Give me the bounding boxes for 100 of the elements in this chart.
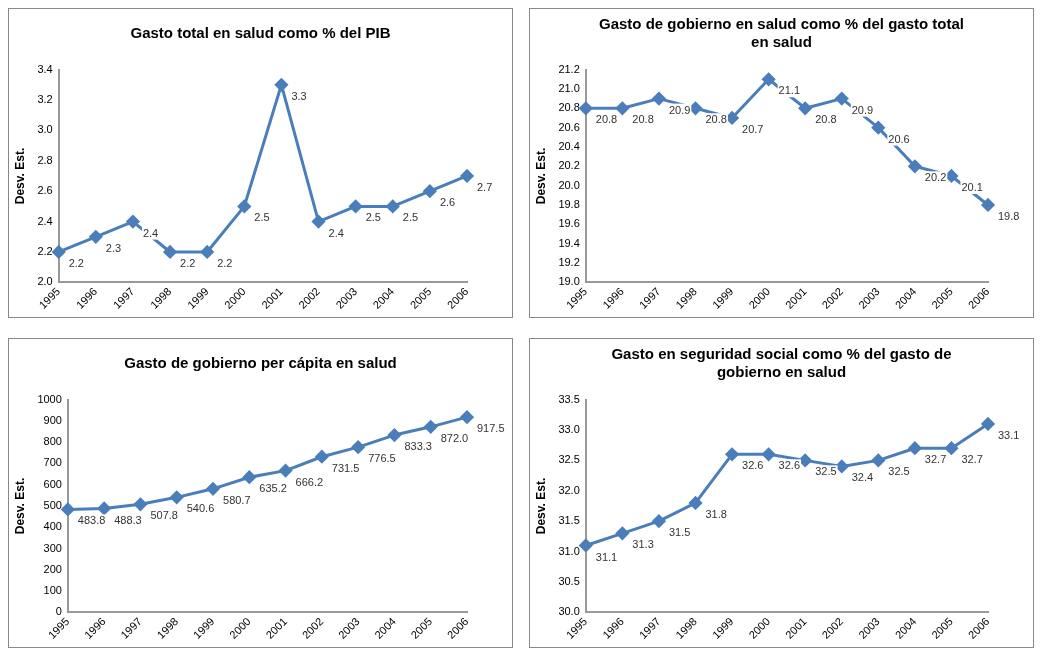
data-label: 19.8 (998, 210, 1020, 223)
data-label: 32.5 (815, 465, 837, 478)
data-label: 2.2 (68, 257, 84, 269)
point (908, 159, 922, 173)
data-label: 2.5 (402, 211, 419, 224)
point (725, 447, 739, 461)
y-tick-label: 32.0 (558, 483, 580, 496)
chart-title: Gasto de gobierno en salud como % del gasto total en salud (597, 15, 965, 51)
y-tick-label: 2.2 (37, 245, 53, 257)
point (981, 198, 995, 212)
y-tick-label: 3.4 (37, 62, 53, 75)
data-label: 20.9 (668, 103, 691, 116)
y-tick-label: 20.2 (558, 159, 580, 172)
point (725, 111, 739, 125)
data-label: 20.8 (705, 113, 727, 126)
point (312, 215, 326, 229)
y-tick-label: 19.0 (558, 275, 580, 288)
point (163, 245, 177, 259)
data-label: 2.4 (142, 226, 159, 239)
point (871, 121, 885, 135)
y-tick-label: 800 (43, 435, 62, 448)
data-label: 2.7 (477, 181, 493, 194)
data-label: 20.6 (888, 132, 910, 145)
y-tick-label: 300 (43, 541, 62, 554)
y-tick-label: 33.0 (558, 423, 580, 436)
y-tick-label: 21.0 (558, 81, 580, 94)
chart-title: Gasto en seguridad social como % del gasto de gobierno en salud (610, 345, 953, 381)
data-label: 32.5 (888, 465, 910, 478)
point (351, 440, 365, 454)
point (689, 496, 702, 510)
y-tick-label: 19.6 (558, 217, 580, 230)
y-tick-label: 2.0 (37, 275, 53, 288)
y-tick-label: 31.5 (558, 514, 580, 527)
y-tick-label: 700 (43, 456, 62, 469)
point (689, 101, 702, 115)
point (170, 490, 184, 504)
y-axis-title: Desv. Est. (12, 147, 27, 205)
point (835, 459, 849, 473)
y-axis-title: Desv. Est. (533, 147, 548, 205)
point (315, 450, 329, 464)
point (908, 441, 922, 455)
data-label: 20.1 (961, 181, 983, 194)
point (206, 482, 220, 496)
point (349, 199, 363, 213)
data-label: 2.5 (254, 211, 270, 224)
data-label: 20.7 (742, 122, 764, 135)
point (52, 245, 66, 259)
point (242, 470, 256, 484)
data-label: 2.4 (328, 226, 344, 239)
data-label: 20.8 (595, 113, 618, 126)
data-label: 580.7 (223, 493, 251, 506)
point (97, 501, 111, 515)
y-tick-label: 400 (43, 520, 62, 533)
y-tick-label: 2.8 (37, 153, 53, 166)
data-label: 31.8 (705, 507, 727, 520)
data-label: 21.1 (778, 84, 801, 97)
point (762, 72, 776, 86)
point (835, 92, 849, 106)
point (126, 215, 140, 229)
point (798, 101, 812, 115)
data-label: 776.5 (368, 452, 396, 465)
data-label: 32.6 (742, 459, 764, 472)
data-label: 635.2 (259, 482, 287, 495)
y-tick-label: 21.2 (558, 62, 580, 75)
y-tick-label: 2.4 (37, 214, 53, 227)
y-axis-title: Desv. Est. (12, 477, 27, 535)
data-label: 31.3 (632, 538, 654, 551)
data-label: 3.3 (291, 89, 307, 102)
y-tick-label: 20.0 (558, 178, 580, 191)
y-tick-label: 33.5 (558, 392, 580, 405)
point (798, 453, 812, 467)
point (652, 514, 666, 528)
data-label: 32.7 (961, 453, 983, 466)
data-label: 507.8 (150, 509, 178, 522)
y-tick-label: 200 (43, 562, 62, 575)
point (460, 169, 474, 183)
data-label: 20.8 (632, 113, 654, 126)
y-tick-label: 19.4 (558, 236, 580, 249)
y-tick-label: 900 (43, 413, 62, 426)
point (237, 199, 251, 213)
y-tick-label: 2.6 (37, 184, 53, 197)
point (200, 245, 214, 259)
data-label: 32.6 (778, 459, 801, 472)
data-label: 31.5 (668, 526, 691, 539)
y-tick-label: 30.5 (558, 575, 580, 587)
data-label: 20.9 (851, 103, 874, 116)
y-tick-label: 30.0 (558, 605, 580, 618)
point (424, 420, 438, 434)
y-tick-label: 3.2 (37, 93, 53, 106)
y-tick-label: 32.5 (558, 453, 580, 466)
data-label: 32.7 (924, 453, 947, 466)
data-label: 917.5 (477, 422, 505, 435)
y-tick-label: 19.2 (558, 256, 580, 269)
point (615, 101, 629, 115)
data-label: 31.1 (595, 550, 618, 563)
data-label: 731.5 (331, 461, 360, 474)
chart-title: Gasto de gobierno per cápita en salud (124, 354, 397, 372)
y-tick-label: 0 (55, 605, 62, 618)
data-label: 20.8 (815, 113, 837, 126)
point (89, 230, 103, 244)
